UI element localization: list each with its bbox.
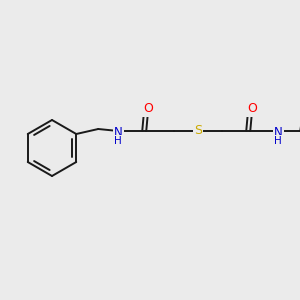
Text: N: N <box>274 125 283 139</box>
Text: O: O <box>143 103 153 116</box>
Text: H: H <box>274 136 282 146</box>
Text: S: S <box>194 124 202 137</box>
Text: O: O <box>247 103 257 116</box>
Text: H: H <box>114 136 122 146</box>
Text: N: N <box>114 125 123 139</box>
